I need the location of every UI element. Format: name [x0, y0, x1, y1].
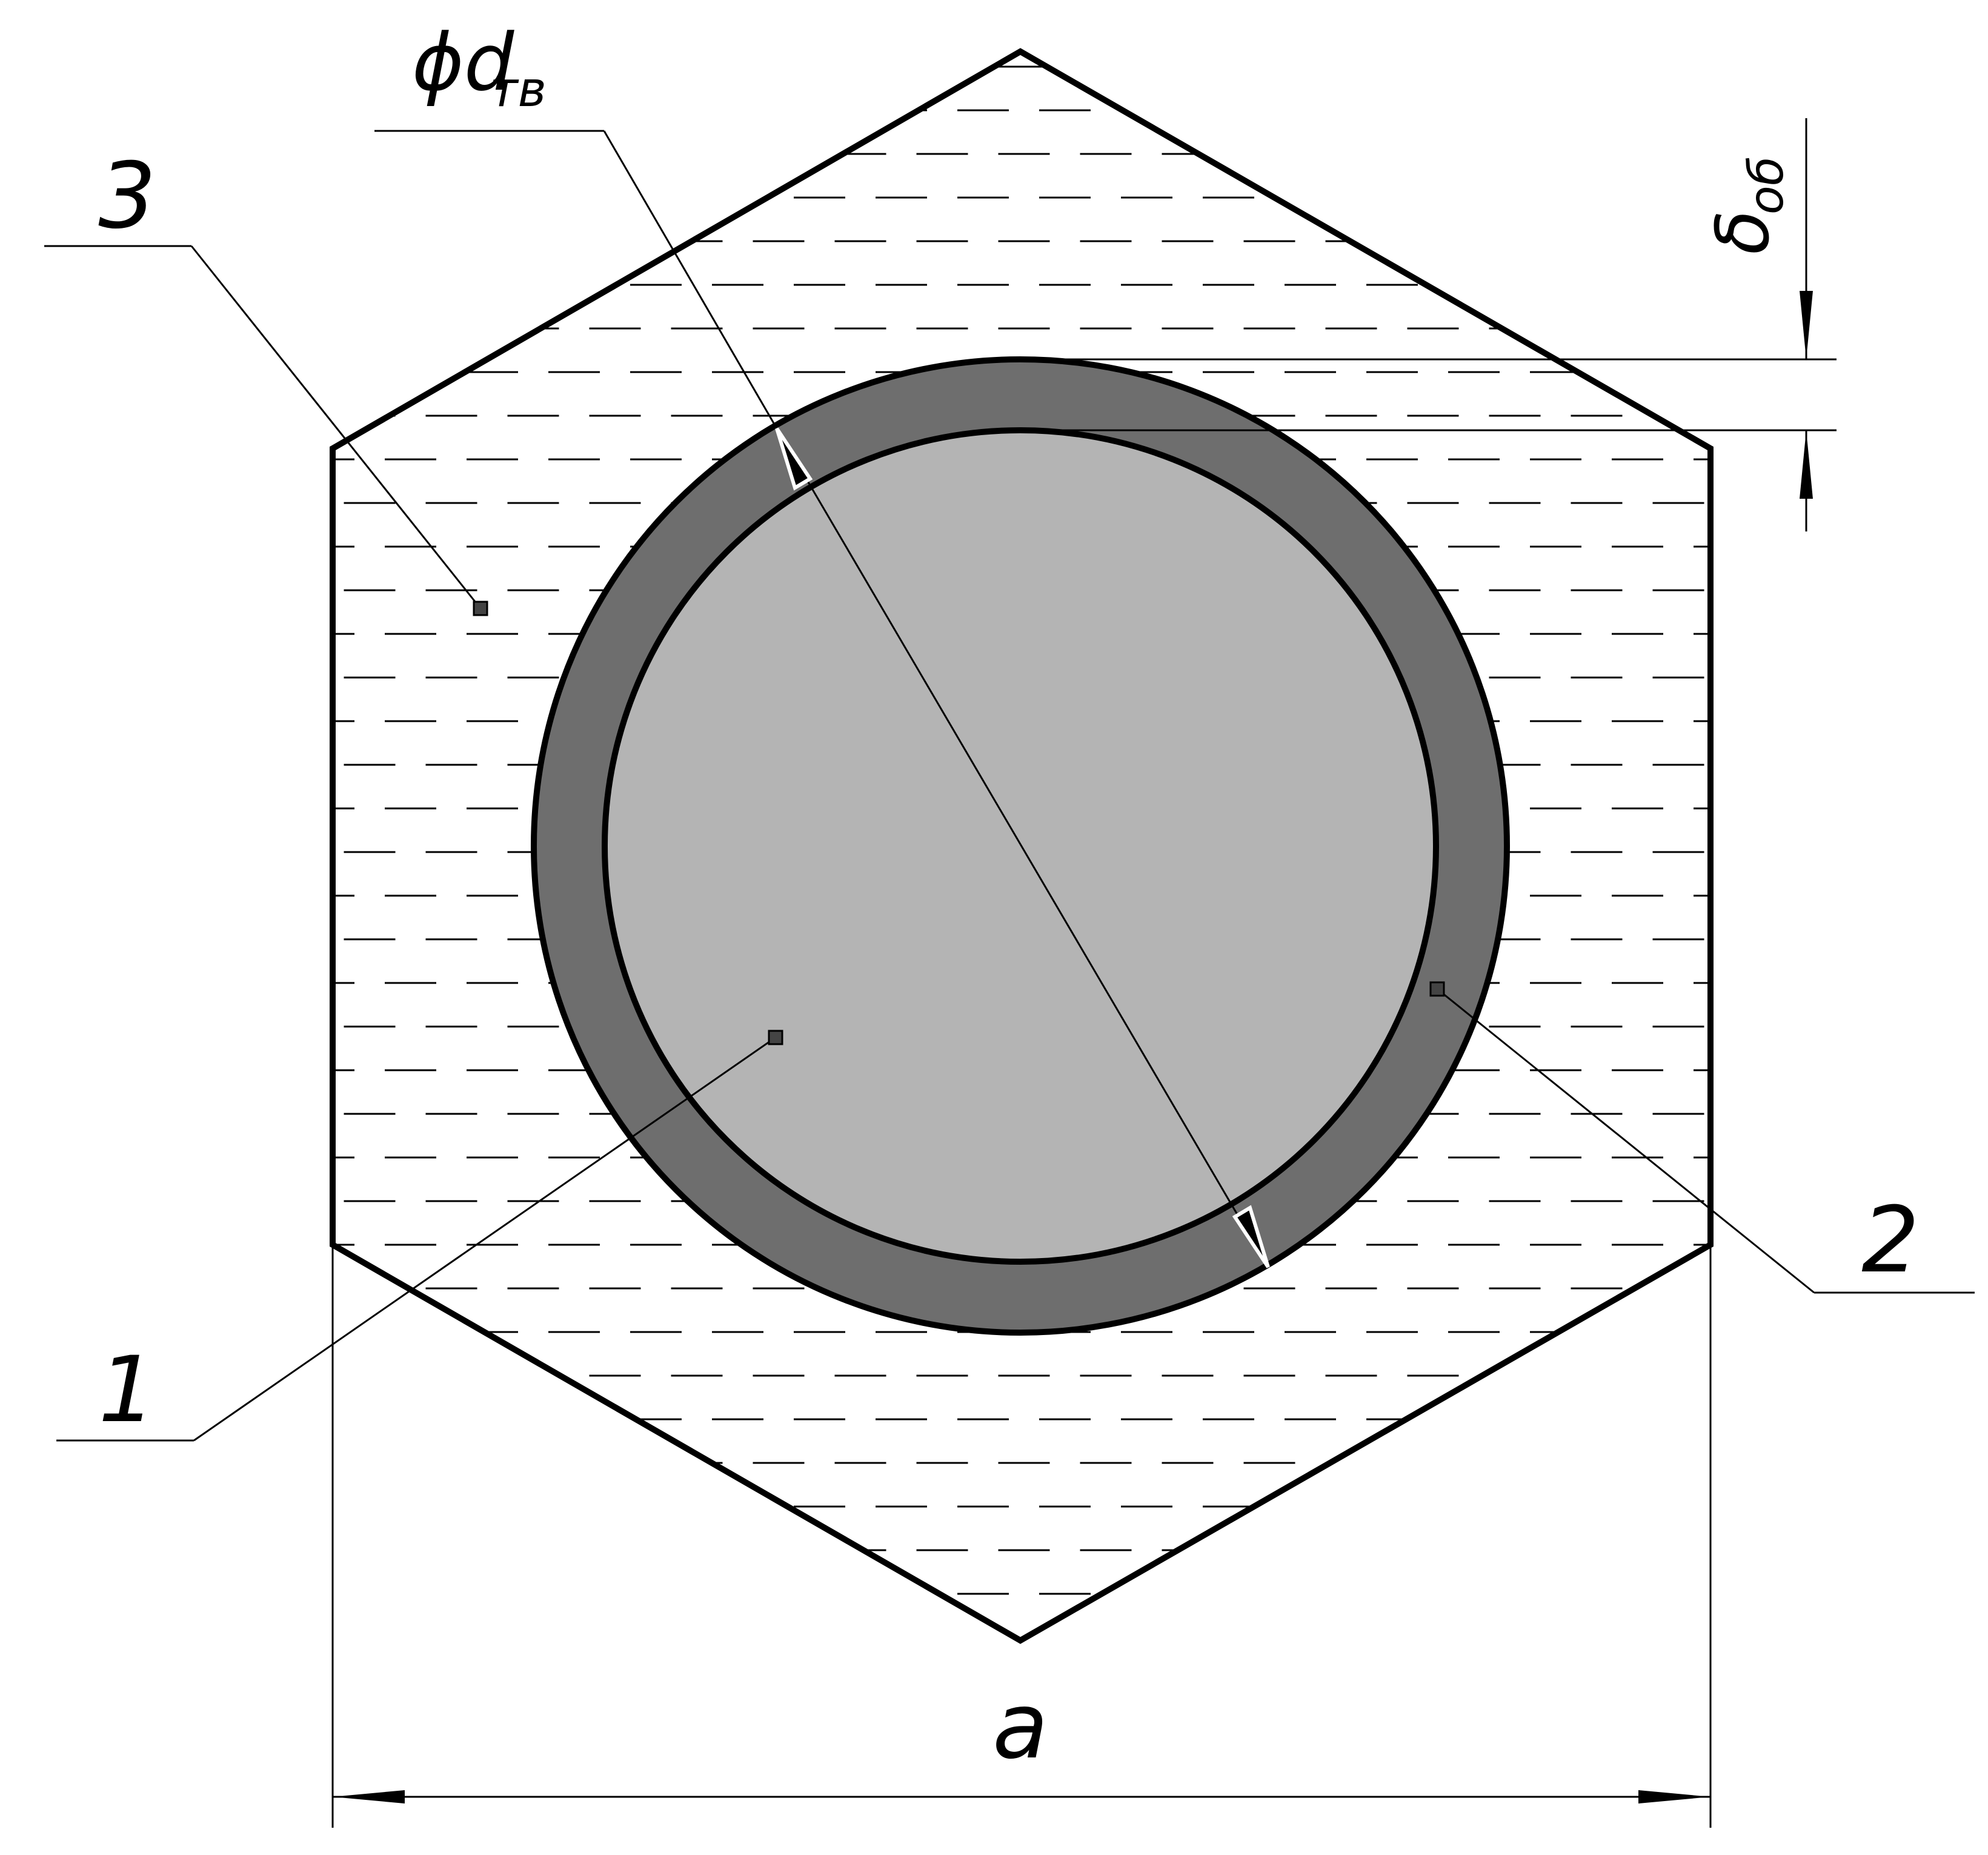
core-circle: [602, 427, 1439, 1265]
diameter-dimension: [374, 130, 1270, 1268]
hexagon-outline: [330, 48, 1714, 1644]
callout-3-label: 3: [98, 144, 156, 249]
thickness-symbol: δ: [1701, 210, 1786, 255]
callout-3: 3: [44, 144, 488, 616]
width-dimension: [331, 1245, 1712, 1828]
thickness-subscript: об: [1740, 156, 1794, 215]
width-arrow-left: [333, 1790, 405, 1803]
callout-2-label: 2: [1861, 1188, 1919, 1293]
thickness-dimension: [1020, 118, 1837, 531]
thickness-arrow-bottom: [1800, 430, 1813, 499]
callout-1: 1: [56, 1030, 783, 1443]
width-arrow-right: [1638, 1790, 1710, 1803]
diameter-arrow-bottom: [1232, 1205, 1270, 1268]
callout-2: 2: [1429, 981, 1975, 1294]
diameter-subscript: тв: [490, 61, 547, 118]
diameter-symbol: ϕd: [412, 16, 515, 108]
diameter-label: ϕd тв: [412, 16, 547, 118]
callout-1-label: 1: [98, 1337, 156, 1443]
width-label: a: [992, 1674, 1048, 1779]
thickness-arrow-top: [1800, 291, 1813, 359]
diameter-arrow-top: [775, 427, 813, 491]
thickness-label: δ об: [1701, 156, 1794, 255]
